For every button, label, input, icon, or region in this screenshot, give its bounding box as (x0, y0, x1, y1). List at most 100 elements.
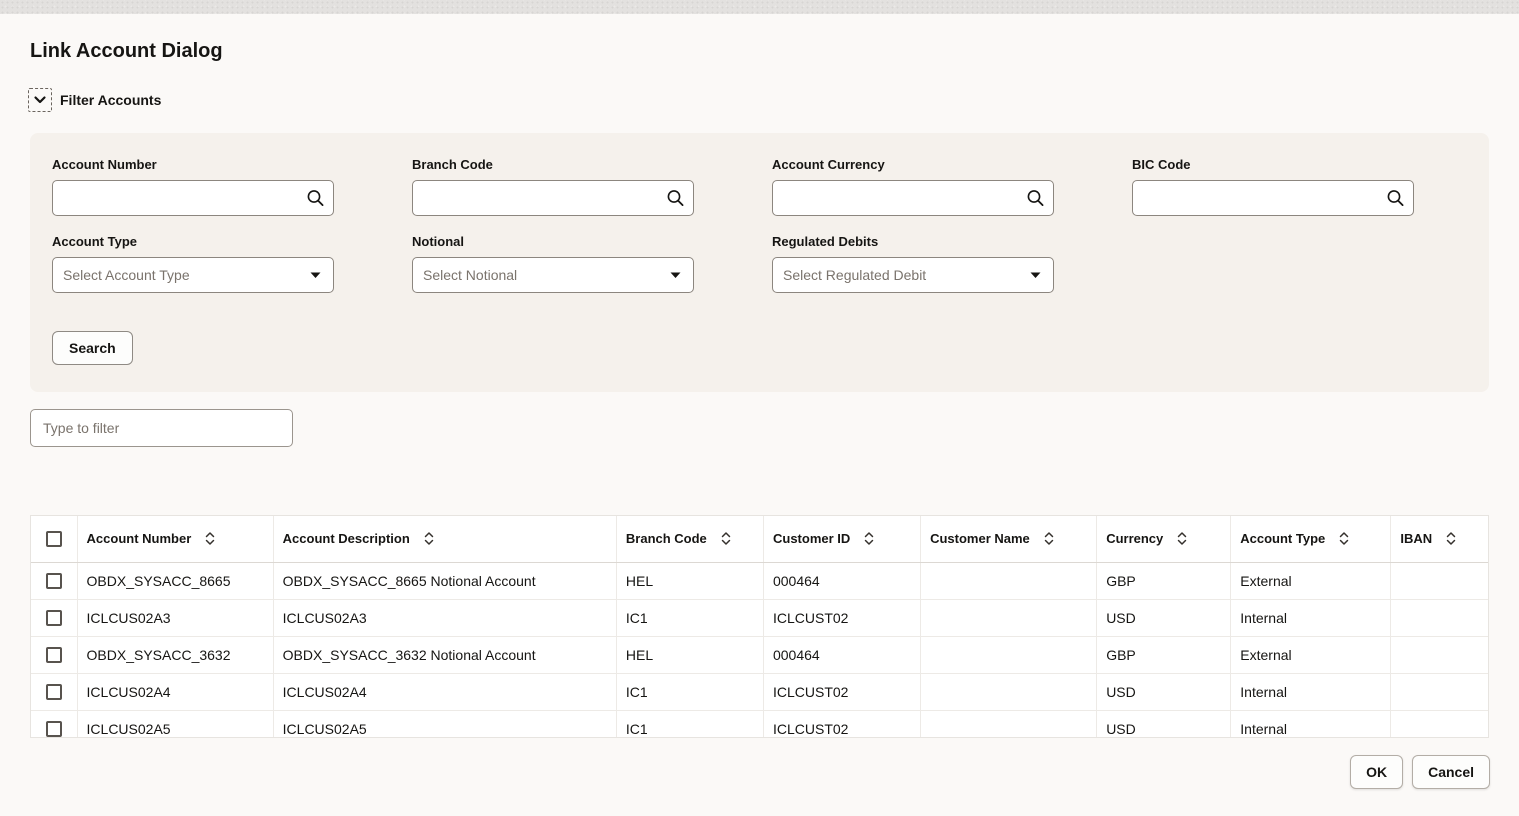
table-row: ICLCUS02A3 ICLCUS02A3 IC1 ICLCUST02 USD Inter… (31, 599, 1488, 637)
ok-button[interactable]: OK (1350, 755, 1404, 789)
column-header-account-number[interactable]: Account Number (76, 516, 274, 563)
table-row: ICLCUS02A5 ICLCUS02A5 IC1 ICLCUST02 USD Inter… (31, 710, 1488, 737)
table-cell: External (1230, 562, 1391, 600)
table-cell: OBDX_SYSACC_8665 Notional Account (272, 562, 617, 600)
table-cell: OBDX_SYSACC_8665 (76, 562, 274, 600)
search-icon[interactable] (306, 189, 325, 208)
sort-icon[interactable] (1446, 531, 1456, 546)
select-all-checkbox[interactable] (45, 531, 62, 548)
regulated-debits-label: Regulated Debits (772, 234, 879, 249)
table-cell: IC1 (615, 710, 764, 737)
branch-code-input[interactable] (412, 180, 694, 216)
table-cell: ICLCUS02A5 (272, 710, 617, 737)
row-checkbox[interactable] (45, 684, 62, 701)
search-icon[interactable] (1386, 189, 1405, 208)
bic-code-input[interactable] (1132, 180, 1414, 216)
column-header-branch-code[interactable]: Branch Code (615, 516, 764, 563)
column-header-label: Branch Code (625, 531, 707, 547)
account-currency-input[interactable] (772, 180, 1054, 216)
table-cell (1390, 562, 1488, 600)
account-type-field: Account Type Select Account Type (52, 234, 334, 293)
column-header-iban[interactable]: IBAN (1390, 516, 1488, 563)
table-cell: 000464 (762, 636, 921, 674)
table-cell: IC1 (615, 673, 764, 711)
table-cell: ICLCUST02 (762, 599, 921, 637)
column-header-account-description[interactable]: Account Description (272, 516, 617, 563)
account-currency-label: Account Currency (772, 157, 885, 172)
regulated-debits-select[interactable]: Select Regulated Debit (772, 257, 1054, 293)
column-header-label: IBAN (1400, 531, 1433, 547)
row-checkbox[interactable] (45, 610, 62, 627)
chevron-down-icon (670, 272, 681, 279)
account-type-select-value: Select Account Type (63, 267, 190, 283)
sort-icon[interactable] (1177, 531, 1187, 546)
sort-icon[interactable] (1339, 531, 1349, 546)
accounts-table: Account Number Account Description Branch … (30, 515, 1489, 738)
account-currency-field: Account Currency (772, 157, 1054, 216)
page-background-band (0, 0, 1519, 14)
table-cell: ICLCUST02 (762, 673, 921, 711)
row-checkbox[interactable] (45, 721, 62, 737)
table-cell: ICLCUS02A4 (76, 673, 274, 711)
table-cell (1390, 599, 1488, 637)
account-number-input[interactable] (52, 180, 334, 216)
table-cell (1390, 673, 1488, 711)
table-cell: GBP (1096, 562, 1231, 600)
table-row: ICLCUS02A4 ICLCUS02A4 IC1 ICLCUST02 USD Inter… (31, 673, 1488, 711)
branch-code-field: Branch Code (412, 157, 694, 216)
regulated-debits-field: Regulated Debits Select Regulated Debit (772, 234, 1054, 293)
table-row: OBDX_SYSACC_8665 OBDX_SYSACC_8665 Notiona… (31, 562, 1488, 600)
column-header-label: Customer Name (930, 531, 1030, 547)
notional-field: Notional Select Notional (412, 234, 694, 293)
search-icon[interactable] (1026, 189, 1045, 208)
chevron-down-icon (310, 272, 321, 279)
sort-icon[interactable] (424, 531, 434, 546)
column-header-label: Customer ID (772, 531, 851, 547)
bic-code-field: BIC Code (1132, 157, 1414, 216)
search-icon[interactable] (666, 189, 685, 208)
sort-icon[interactable] (205, 531, 215, 546)
column-header-label: Account Number (86, 531, 192, 547)
table-row: OBDX_SYSACC_3632 OBDX_SYSACC_3632 Notiona… (31, 636, 1488, 674)
notional-select[interactable]: Select Notional (412, 257, 694, 293)
table-cell: ICLCUS02A3 (76, 599, 274, 637)
row-checkbox[interactable] (45, 647, 62, 664)
table-cell: IC1 (615, 599, 764, 637)
cancel-button[interactable]: Cancel (1412, 755, 1490, 789)
sort-icon[interactable] (721, 531, 731, 546)
table-cell: Internal (1230, 710, 1391, 737)
table-header-row: Account Number Account Description Branch … (31, 516, 1488, 563)
table-cell: Internal (1230, 673, 1391, 711)
dialog-footer: OK Cancel (1350, 755, 1490, 789)
bic-code-label: BIC Code (1132, 157, 1191, 172)
column-header-label: Account Type (1240, 531, 1326, 547)
row-checkbox[interactable] (45, 573, 62, 590)
table-cell (1390, 636, 1488, 674)
column-header-currency[interactable]: Currency (1096, 516, 1231, 563)
table-cell: ICLCUS02A5 (76, 710, 274, 737)
table-cell: OBDX_SYSACC_3632 Notional Account (272, 636, 617, 674)
sort-icon[interactable] (864, 531, 874, 546)
account-type-select[interactable]: Select Account Type (52, 257, 334, 293)
table-cell: ICLCUST02 (762, 710, 921, 737)
table-cell: ICLCUS02A3 (272, 599, 617, 637)
column-header-customer-id[interactable]: Customer ID (762, 516, 921, 563)
filter-accounts-toggle-button[interactable] (28, 88, 52, 112)
table-cell (920, 673, 1097, 711)
column-header-label: Currency (1106, 531, 1164, 547)
notional-select-value: Select Notional (423, 267, 518, 283)
table-cell (920, 710, 1097, 737)
search-button[interactable]: Search (52, 331, 133, 365)
page-title: Link Account Dialog (30, 40, 223, 62)
filter-accounts-section-header: Filter Accounts (28, 88, 161, 112)
notional-label: Notional (412, 234, 464, 249)
table-cell: External (1230, 636, 1391, 674)
table-cell (1390, 710, 1488, 737)
chevron-down-icon (33, 93, 47, 107)
column-header-customer-name[interactable]: Customer Name (920, 516, 1097, 563)
table-cell: USD (1096, 673, 1231, 711)
sort-icon[interactable] (1044, 531, 1054, 546)
table-quick-filter-input[interactable] (30, 409, 293, 447)
chevron-down-icon (1030, 272, 1041, 279)
column-header-account-type[interactable]: Account Type (1230, 516, 1391, 563)
